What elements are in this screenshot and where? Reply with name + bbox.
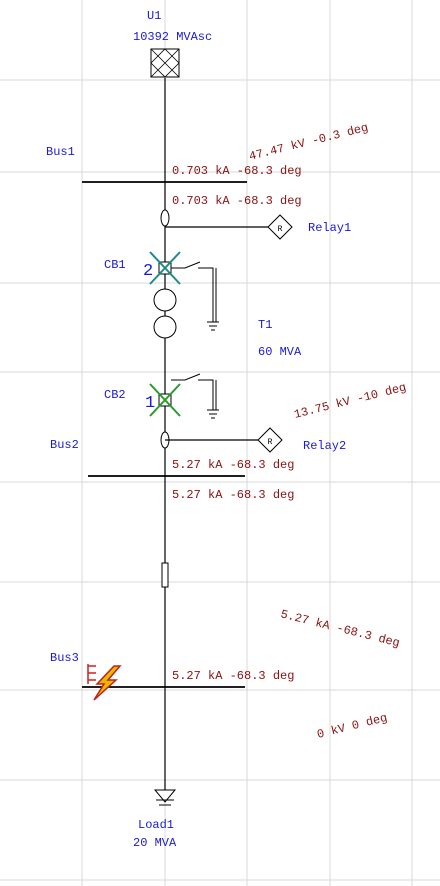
bus-voltage: 13.75 kV -10 deg	[293, 380, 408, 421]
source-symbol	[150, 48, 180, 78]
fault-symbol	[87, 664, 122, 701]
current-transformer	[160, 209, 170, 227]
breaker-open-mark	[149, 251, 181, 285]
relay-symbol-text: R	[268, 438, 273, 447]
ground-switch	[171, 261, 219, 331]
load-symbol	[153, 789, 177, 806]
transformer-rating: 60 MVA	[258, 345, 302, 359]
load-name: Load1	[138, 818, 174, 832]
fault-current: 5.27 kA -68.3 deg	[279, 607, 401, 650]
relay-name: Relay2	[303, 439, 346, 453]
cable	[161, 562, 169, 588]
breaker-number: 2	[143, 262, 153, 281]
current-label: 0.703 kA -68.3 deg	[172, 164, 302, 178]
breaker-name: CB2	[104, 388, 126, 402]
current-label: 5.27 kA -68.3 deg	[172, 669, 294, 683]
transformer-winding	[153, 288, 177, 312]
breaker-closed-mark	[149, 383, 181, 417]
relay-symbol	[267, 214, 293, 240]
current-label: 0.703 kA -68.3 deg	[172, 194, 302, 208]
current-label: 5.27 kA -68.3 deg	[172, 458, 294, 472]
source-name: U1	[147, 9, 161, 23]
relay-symbol-text: R	[278, 225, 283, 234]
bus-name: Bus2	[50, 438, 79, 452]
breaker-number: 1	[145, 394, 155, 413]
bus-voltage: 47.47 kV -0.3 deg	[248, 121, 370, 164]
breaker-name: CB1	[104, 258, 126, 272]
bus-voltage: 0 kV 0 deg	[316, 711, 389, 742]
bus-name: Bus3	[50, 651, 79, 665]
relay-symbol	[257, 427, 283, 453]
transformer-name: T1	[258, 318, 272, 332]
transformer-winding	[153, 315, 177, 339]
ground-switch	[171, 373, 219, 419]
bus-name: Bus1	[46, 145, 75, 159]
current-label: 5.27 kA -68.3 deg	[172, 488, 294, 502]
source-rating: 10392 MVAsc	[133, 30, 212, 44]
load-rating: 20 MVA	[133, 836, 177, 850]
relay-name: Relay1	[308, 221, 351, 235]
